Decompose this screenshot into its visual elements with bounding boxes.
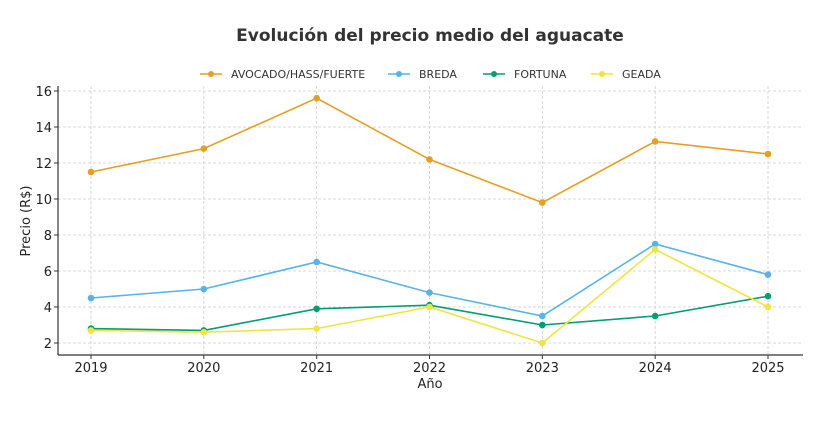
y-tick-label: 12 — [35, 157, 52, 172]
x-tick-label: 2025 — [751, 361, 784, 376]
y-tick-label: 4 — [44, 301, 52, 316]
legend-marker — [491, 71, 497, 77]
data-point — [539, 339, 546, 347]
x-tick-label: 2020 — [187, 361, 220, 376]
legend-marker — [208, 71, 214, 77]
x-tick-label: 2019 — [74, 361, 107, 376]
data-point — [200, 285, 208, 293]
data-point — [313, 94, 320, 102]
y-tick-label: 6 — [44, 265, 52, 280]
legend-label: BREDA — [419, 68, 457, 81]
data-point — [539, 312, 546, 320]
x-tick-label: 2021 — [300, 361, 333, 376]
data-point — [200, 328, 208, 336]
data-point — [764, 150, 772, 158]
x-axis-label: Año — [417, 377, 442, 392]
data-point — [651, 246, 659, 253]
y-axis-label: Precio (R$) — [19, 186, 34, 257]
y-tick-label: 10 — [35, 193, 52, 208]
data-point — [539, 321, 546, 329]
data-point — [313, 325, 320, 332]
data-point — [426, 303, 433, 311]
data-point — [764, 303, 772, 311]
y-tick-label: 2 — [44, 337, 52, 352]
data-point — [313, 258, 320, 266]
data-point — [764, 271, 772, 278]
data-point — [651, 240, 659, 248]
legend-marker — [396, 71, 402, 77]
data-point — [426, 289, 433, 296]
data-point — [313, 305, 320, 313]
data-point — [87, 168, 95, 176]
chart-title: Evolución del precio medio del aguacate — [236, 26, 624, 46]
legend-label: FORTUNA — [514, 68, 567, 81]
y-tick-label: 8 — [44, 229, 52, 244]
data-point — [87, 294, 95, 302]
x-tick-label: 2024 — [639, 361, 672, 376]
data-point — [200, 145, 208, 152]
data-point — [426, 156, 433, 163]
y-tick-label: 14 — [35, 121, 52, 136]
legend-label: AVOCADO/HASS/FUERTE — [231, 68, 365, 81]
x-tick-label: 2023 — [526, 361, 559, 376]
data-point — [651, 312, 659, 320]
data-point — [651, 138, 659, 145]
data-point — [87, 327, 95, 334]
data-point — [539, 199, 546, 206]
data-point — [764, 292, 772, 300]
x-tick-label: 2022 — [413, 361, 446, 376]
legend-marker — [599, 71, 605, 77]
legend-label: GEADA — [622, 68, 661, 81]
y-tick-label: 16 — [35, 85, 52, 100]
